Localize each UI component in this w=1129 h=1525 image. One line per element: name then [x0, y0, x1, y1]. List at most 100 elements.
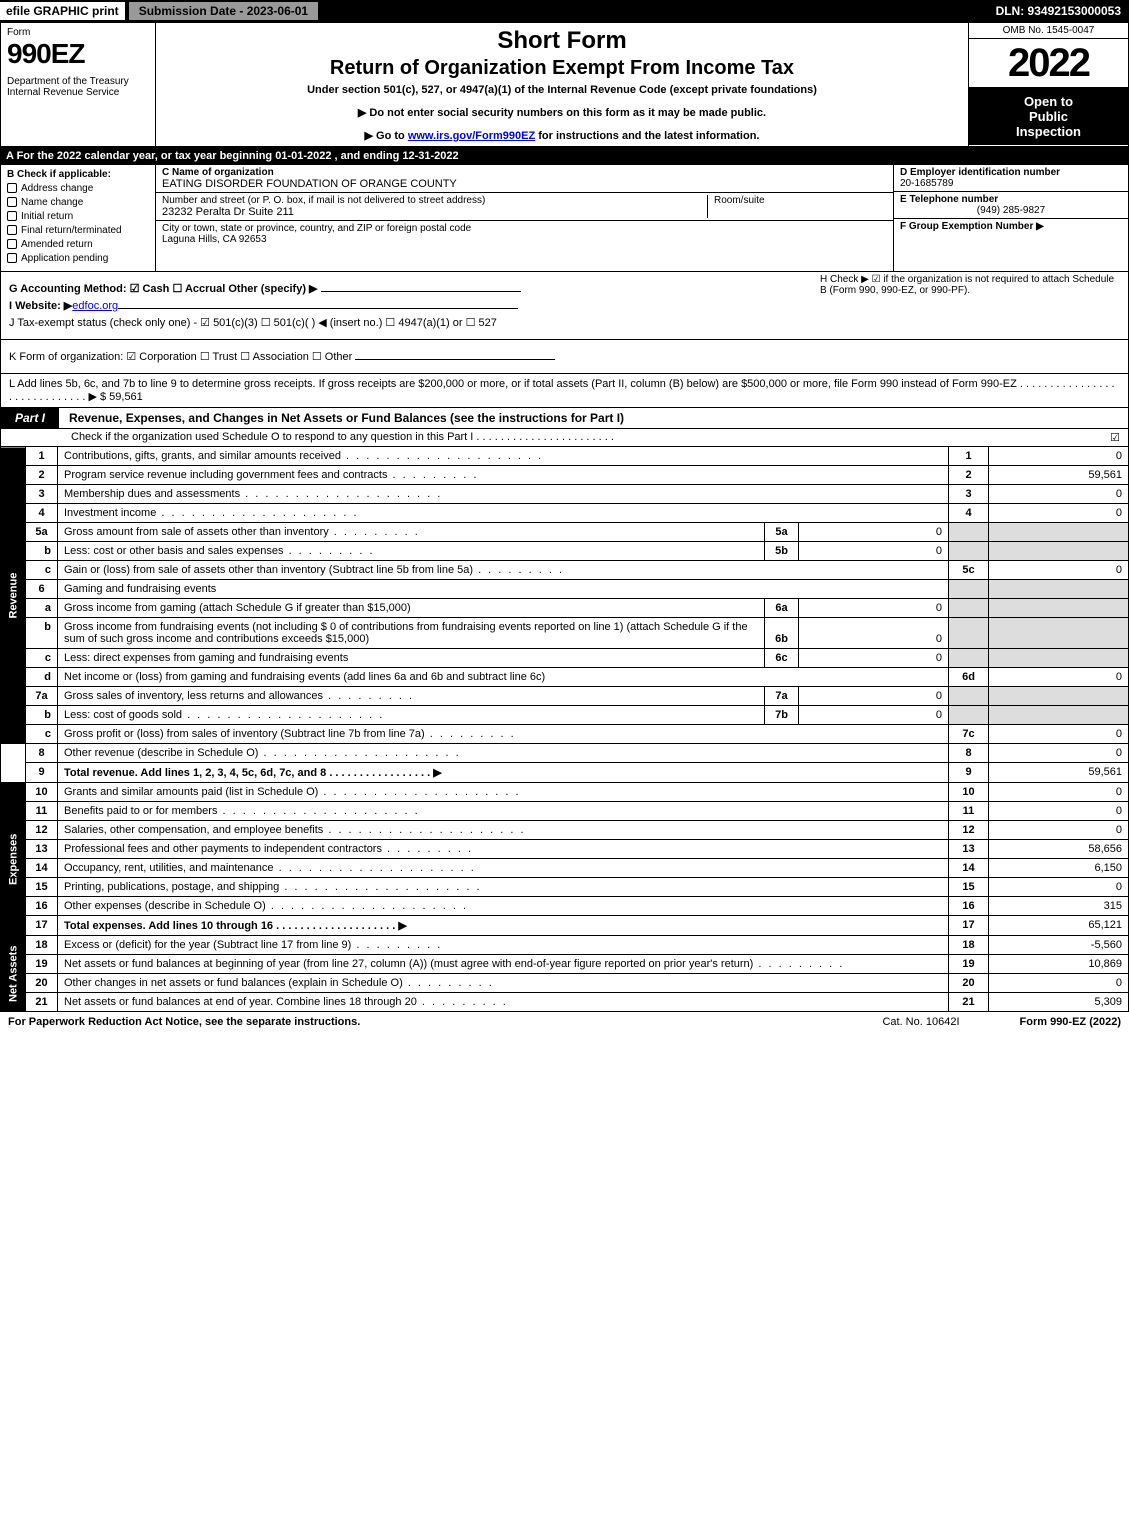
page-footer: For Paperwork Reduction Act Notice, see … [0, 1012, 1129, 1032]
row-6c-box-shaded [949, 649, 989, 668]
row-6b-amt-shaded [989, 618, 1129, 649]
row-7b-desc: Less: cost of goods sold [64, 709, 182, 721]
col-b-header: B Check if applicable: [7, 169, 149, 180]
row-14-box: 14 [949, 859, 989, 878]
row-20-amt: 0 [989, 974, 1129, 993]
row-6d-desc: Net income or (loss) from gaming and fun… [64, 671, 545, 683]
part-1-checkbox[interactable]: ☑ [1110, 431, 1120, 444]
row-4-box: 4 [949, 504, 989, 523]
row-6-num: 6 [26, 580, 58, 599]
line-h: H Check ▶ ☑ if the organization is not r… [820, 274, 1120, 296]
row-7a-box-shaded [949, 687, 989, 706]
tax-year: 2022 [969, 39, 1128, 88]
row-18-desc: Excess or (deficit) for the year (Subtra… [64, 939, 351, 951]
row-5c-amt: 0 [989, 561, 1129, 580]
header-left: Form 990EZ Department of the Treasury In… [1, 23, 156, 146]
room-suite-label: Room/suite [707, 195, 887, 218]
open-to-public: Open to Public Inspection [969, 88, 1128, 145]
omb-number: OMB No. 1545-0047 [969, 23, 1128, 39]
row-1-desc: Contributions, gifts, grants, and simila… [64, 450, 341, 462]
row-9-amt: 59,561 [989, 763, 1129, 783]
row-21-amt: 5,309 [989, 993, 1129, 1012]
row-16-amt: 315 [989, 897, 1129, 916]
row-12-num: 12 [26, 821, 58, 840]
row-6b-num: b [26, 618, 58, 649]
row-7c-box: 7c [949, 725, 989, 744]
line-k-block: K Form of organization: ☑ Corporation ☐ … [0, 340, 1129, 374]
tel-label: E Telephone number [900, 194, 1122, 205]
chk-initial-return[interactable]: Initial return [7, 211, 149, 222]
row-13-num: 13 [26, 840, 58, 859]
row-19-amt: 10,869 [989, 955, 1129, 974]
row-14-amt: 6,150 [989, 859, 1129, 878]
chk-application-pending[interactable]: Application pending [7, 253, 149, 264]
footer-cat: Cat. No. 10642I [882, 1016, 959, 1028]
row-10-num: 10 [26, 783, 58, 802]
org-name-value: EATING DISORDER FOUNDATION OF ORANGE COU… [162, 178, 457, 190]
row-5c-num: c [26, 561, 58, 580]
row-6a-num: a [26, 599, 58, 618]
row-6c-mini: 6c [765, 649, 799, 668]
expenses-side-label: Expenses [1, 783, 26, 936]
line-l: L Add lines 5b, 6c, and 7b to line 9 to … [0, 374, 1129, 408]
row-20-num: 20 [26, 974, 58, 993]
chk-amended-return[interactable]: Amended return [7, 239, 149, 250]
goto-pre: ▶ Go to [365, 130, 408, 142]
row-7a-desc: Gross sales of inventory, less returns a… [64, 690, 323, 702]
row-5a-desc: Gross amount from sale of assets other t… [64, 526, 329, 538]
row-5b-mini: 5b [765, 542, 799, 561]
row-16-num: 16 [26, 897, 58, 916]
row-5c-desc: Gain or (loss) from sale of assets other… [64, 564, 473, 576]
row-1-box: 1 [949, 447, 989, 466]
row-7a-mini: 7a [765, 687, 799, 706]
row-1-amt: 0 [989, 447, 1129, 466]
row-7b-box-shaded [949, 706, 989, 725]
part-1-tab: Part I [1, 408, 59, 428]
row-12-desc: Salaries, other compensation, and employ… [64, 824, 323, 836]
row-4-desc: Investment income [64, 507, 156, 519]
row-5a-mamt: 0 [799, 523, 949, 542]
row-7b-num: b [26, 706, 58, 725]
row-2-desc: Program service revenue including govern… [64, 469, 387, 481]
header-center: Short Form Return of Organization Exempt… [156, 23, 968, 146]
open-line3: Inspection [973, 124, 1124, 139]
chk-address-change[interactable]: Address change [7, 183, 149, 194]
column-b: B Check if applicable: Address change Na… [1, 165, 156, 271]
info-grid: B Check if applicable: Address change Na… [0, 165, 1129, 272]
row-17-box: 17 [949, 916, 989, 936]
irs-link[interactable]: www.irs.gov/Form990EZ [408, 130, 535, 142]
row-6c-desc: Less: direct expenses from gaming and fu… [64, 652, 348, 664]
line-j: J Tax-exempt status (check only one) - ☑… [9, 316, 1120, 329]
row-5a-amt-shaded [989, 523, 1129, 542]
row-6d-box: 6d [949, 668, 989, 687]
short-form-title: Short Form [164, 27, 960, 55]
row-3-desc: Membership dues and assessments [64, 488, 240, 500]
row-8-num: 8 [26, 744, 58, 763]
row-15-num: 15 [26, 878, 58, 897]
row-3-num: 3 [26, 485, 58, 504]
chk-name-change[interactable]: Name change [7, 197, 149, 208]
website-link[interactable]: edfoc.org [72, 300, 118, 312]
city-label: City or town, state or province, country… [162, 223, 471, 234]
row-6-amt-shaded [989, 580, 1129, 599]
row-9-box: 9 [949, 763, 989, 783]
row-6c-num: c [26, 649, 58, 668]
row-6d-num: d [26, 668, 58, 687]
goto-warning: ▶ Go to www.irs.gov/Form990EZ for instru… [164, 129, 960, 142]
column-d: D Employer identification number 20-1685… [893, 165, 1128, 271]
row-7b-mamt: 0 [799, 706, 949, 725]
row-10-amt: 0 [989, 783, 1129, 802]
row-6b-desc: Gross income from fundraising events (no… [64, 621, 748, 645]
ssn-warning: ▶ Do not enter social security numbers o… [164, 106, 960, 119]
top-bar: efile GRAPHIC print Submission Date - 20… [0, 0, 1129, 22]
misc-block: H Check ▶ ☑ if the organization is not r… [0, 272, 1129, 340]
form-number: 990EZ [7, 38, 149, 70]
row-18-num: 18 [26, 936, 58, 955]
row-2-box: 2 [949, 466, 989, 485]
chk-final-return[interactable]: Final return/terminated [7, 225, 149, 236]
netassets-side-label: Net Assets [1, 936, 26, 1012]
row-5a-num: 5a [26, 523, 58, 542]
row-6-box-shaded [949, 580, 989, 599]
row-19-box: 19 [949, 955, 989, 974]
row-16-box: 16 [949, 897, 989, 916]
